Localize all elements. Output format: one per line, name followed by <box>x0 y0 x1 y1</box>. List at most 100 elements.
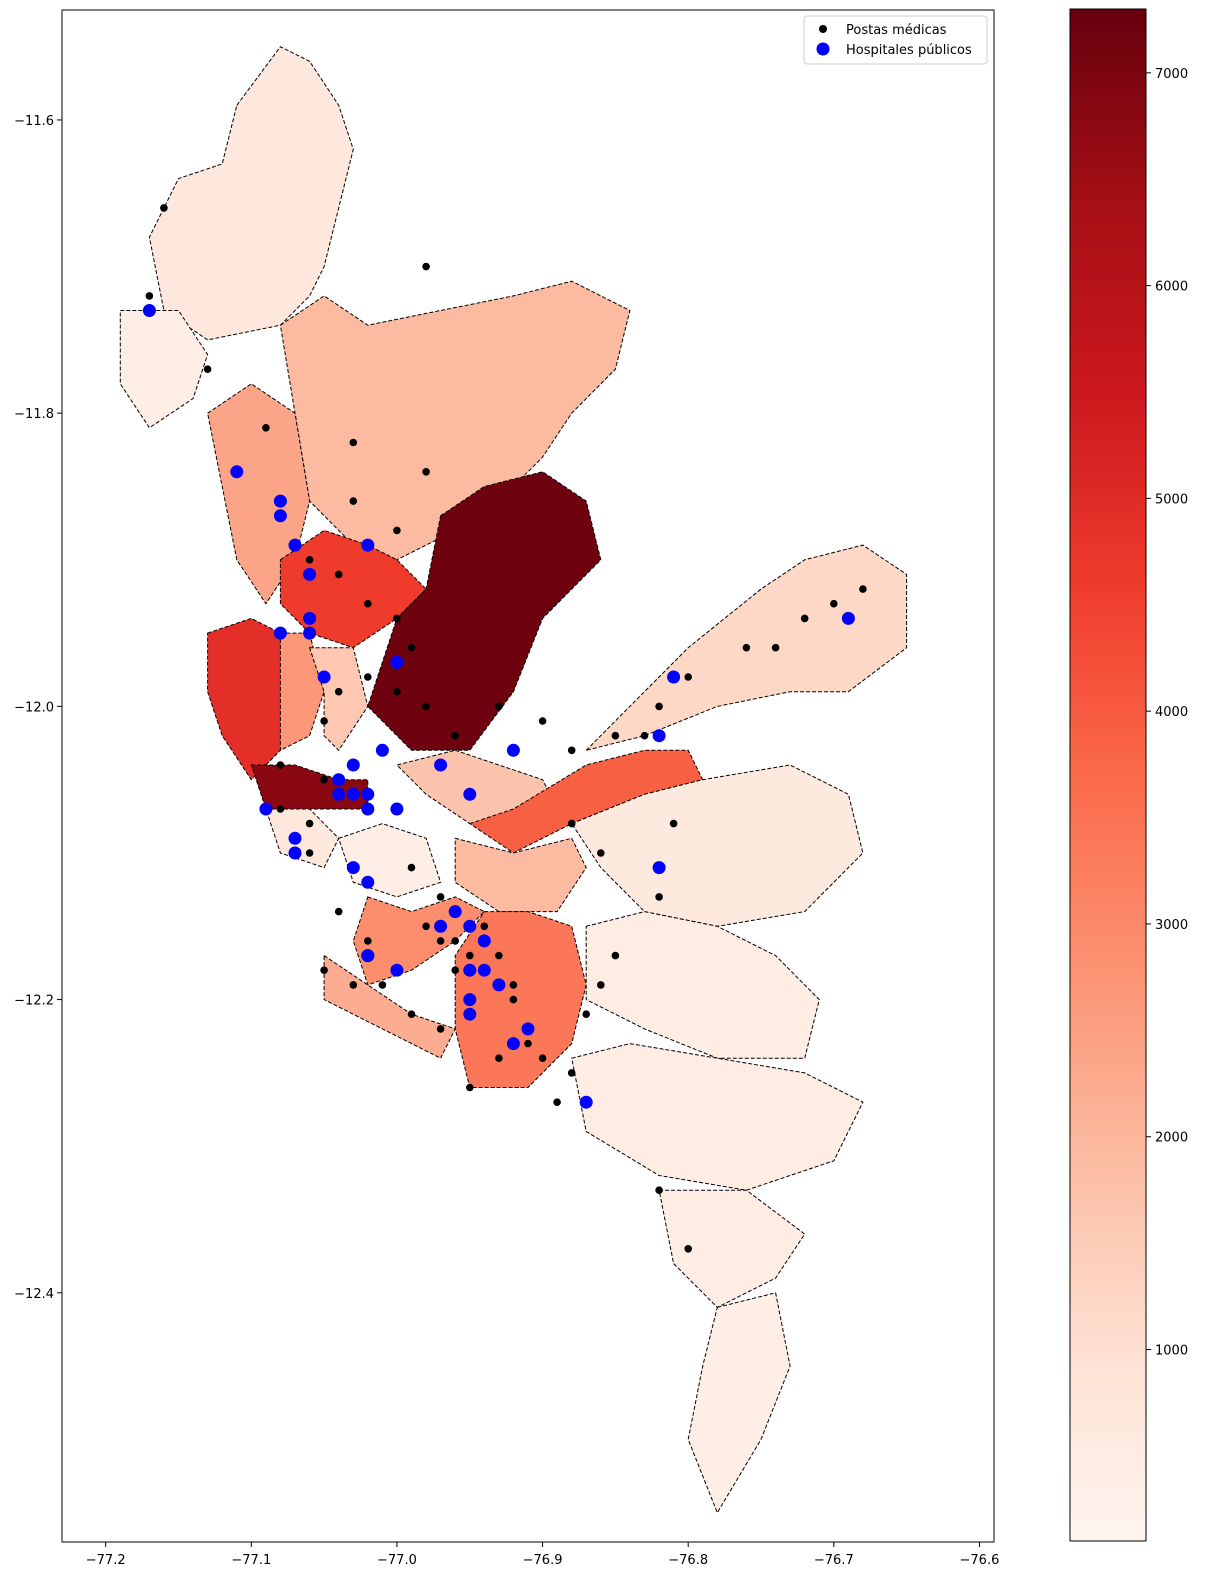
posta-medica-point <box>349 981 358 989</box>
posta-medica-point <box>495 1054 503 1062</box>
colorbar-ticks: 1000 2000 3000 4000 5000 6000 7000 <box>1146 67 1188 1359</box>
posta-medica-point <box>407 1010 416 1018</box>
legend-label-postas: Postas médicas <box>846 23 947 38</box>
district-region <box>279 280 631 561</box>
posta-medica-point <box>684 1245 692 1253</box>
district-region <box>571 1043 864 1191</box>
district-region <box>265 808 340 869</box>
hospital-publico-point <box>477 963 491 977</box>
posta-medica-point <box>334 907 343 916</box>
colorbar: 1000 2000 3000 4000 5000 6000 7000 <box>1069 8 1188 1542</box>
x-tick-label: −77.0 <box>377 1553 417 1568</box>
hospital-publico-point <box>506 743 520 757</box>
hospital-publico-point <box>492 978 506 992</box>
x-tick-label: −76.7 <box>814 1553 854 1568</box>
x-tick-label: −77.2 <box>86 1553 126 1568</box>
hospital-publico-point <box>259 802 273 816</box>
posta-medica-point <box>436 893 445 901</box>
posta-medica-point <box>509 995 518 1004</box>
district-region <box>323 954 456 1059</box>
hospital-publico-point <box>332 787 346 801</box>
colorbar-tick-label: 7000 <box>1155 67 1188 82</box>
colorbar-tick-label: 5000 <box>1155 492 1188 507</box>
hospital-publico-point <box>361 875 375 889</box>
posta-medica-point <box>771 643 780 652</box>
district-region <box>279 632 325 752</box>
posta-medica-point <box>364 673 372 681</box>
posta-medica-point <box>495 951 503 960</box>
district-region <box>352 896 486 986</box>
posta-medica-point <box>305 849 314 857</box>
posta-medica-point <box>611 731 620 740</box>
district-region <box>148 46 354 341</box>
x-tick-label: −76.9 <box>523 1553 563 1568</box>
posta-medica-point <box>538 1054 547 1062</box>
district-region <box>119 310 209 429</box>
y-tick-label: −11.6 <box>14 114 54 129</box>
posta-medica-point <box>451 937 460 945</box>
legend: Postas médicas Hospitales públicos <box>803 15 988 65</box>
posta-medica-point <box>393 614 401 623</box>
posta-medica-point <box>407 863 416 872</box>
hospital-publico-point <box>579 1095 593 1109</box>
y-tick-label: −12.4 <box>14 1287 54 1302</box>
x-tick-label: −76.6 <box>960 1553 1000 1568</box>
hospital-publico-point <box>463 993 477 1007</box>
posta-medica-point <box>480 922 489 931</box>
posta-medica-point <box>567 746 576 755</box>
hospital-publico-point <box>303 611 317 625</box>
colorbar-tick-label: 1000 <box>1155 1344 1188 1359</box>
posta-medica-point <box>145 292 154 300</box>
posta-medica-point <box>567 819 576 828</box>
posta-medica-point <box>364 599 372 608</box>
posta-medica-point <box>422 468 430 476</box>
posta-medica-point <box>320 966 328 974</box>
hospital-publico-point <box>346 758 360 772</box>
hospital-publico-point <box>390 802 404 816</box>
colorbar-tick-label: 3000 <box>1155 918 1188 933</box>
x-axis-ticks: −77.2 −77.1 −77.0 −76.9 −76.8 −76.7 −76.6 <box>86 1542 1000 1568</box>
hospital-publico-point <box>273 626 287 640</box>
hospital-publico-point <box>521 1022 535 1036</box>
posta-medica-point <box>349 438 358 447</box>
posta-medica-point <box>669 819 678 828</box>
posta-medica-point <box>597 849 605 857</box>
hospital-publico-point <box>273 494 287 508</box>
hospital-publico-point <box>361 538 375 552</box>
hospital-publico-point <box>667 670 681 684</box>
posta-medica-point <box>305 819 314 828</box>
hospital-publico-point <box>434 919 448 933</box>
hospital-publico-point <box>375 743 389 757</box>
posta-medica-point <box>334 570 343 579</box>
posta-medica-point <box>378 981 387 989</box>
hospital-publico-point <box>434 758 448 772</box>
map-axes: −77.2 −77.1 −77.0 −76.9 −76.8 −76.7 −76.6 −11.… <box>14 9 1000 1568</box>
posta-medica-point <box>655 702 663 711</box>
posta-medica-point <box>422 922 430 931</box>
hospital-publico-point <box>463 787 477 801</box>
district-region <box>658 1189 806 1309</box>
hospital-publico-point <box>448 905 462 919</box>
posta-medica-point <box>320 775 328 784</box>
posta-medica-point <box>407 643 416 652</box>
posta-medica-point <box>203 365 212 374</box>
posta-medica-point <box>160 204 168 212</box>
hospital-publico-point <box>332 773 346 787</box>
hospital-publico-point <box>390 655 404 669</box>
posta-medica-point <box>334 687 343 696</box>
posta-medica-point <box>436 1025 445 1033</box>
posta-medica-point <box>597 981 605 989</box>
district-region <box>468 749 704 854</box>
posta-medica-point <box>553 1098 561 1106</box>
posta-medica-point <box>364 937 372 945</box>
posta-medica-point <box>276 761 285 769</box>
y-tick-label: −12.2 <box>14 994 54 1009</box>
postas-legend-marker <box>819 25 827 33</box>
posta-medica-point <box>451 966 460 974</box>
posta-medica-point <box>742 643 751 652</box>
posta-medica-point <box>466 951 474 960</box>
posta-medica-point <box>466 1083 474 1092</box>
x-tick-label: −76.8 <box>668 1553 708 1568</box>
district-region <box>454 911 587 1088</box>
